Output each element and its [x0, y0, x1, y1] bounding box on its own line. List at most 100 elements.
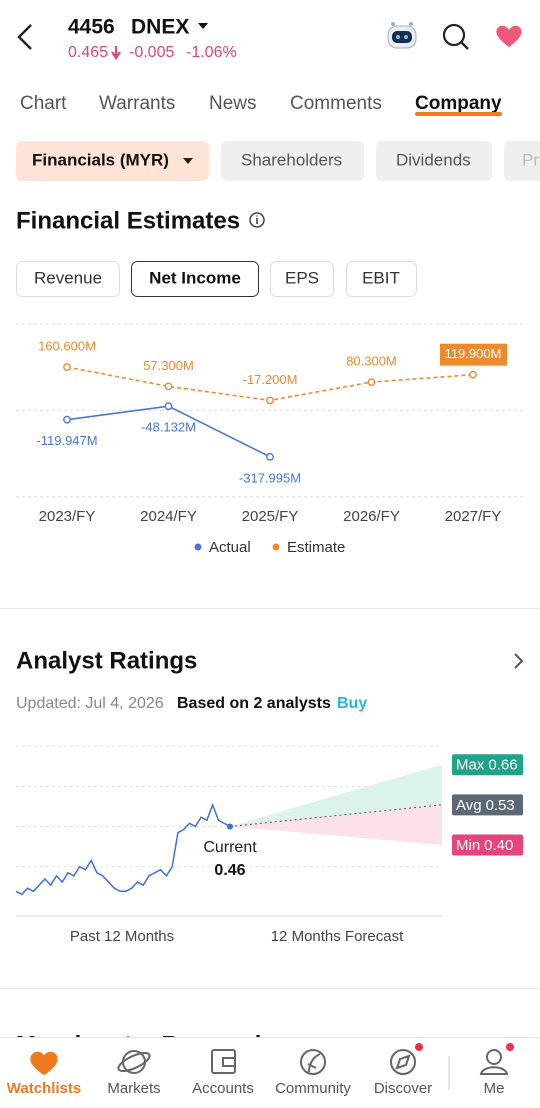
- tab[interactable]: Company: [415, 93, 502, 114]
- nav-icon[interactable]: [211, 1049, 236, 1074]
- target-name: Min: [456, 837, 480, 854]
- dropdown-icon[interactable]: [198, 23, 208, 29]
- nav-icon[interactable]: [116, 1049, 152, 1074]
- legend-label: Estimate: [287, 539, 345, 556]
- metric-pill[interactable]: [131, 261, 259, 297]
- info-icon[interactable]: [249, 212, 265, 228]
- tab[interactable]: Warrants: [99, 93, 175, 114]
- price: 0.465: [68, 44, 108, 61]
- data-label: 80.300M: [346, 354, 397, 369]
- data-label: 57.300M: [143, 358, 194, 373]
- metric-pill[interactable]: [346, 261, 417, 297]
- metric-pill[interactable]: [16, 261, 120, 297]
- section-title: Analyst Ratings: [16, 647, 197, 674]
- search-icon[interactable]: [442, 23, 469, 50]
- nav-badge: [415, 1043, 423, 1051]
- nav-label[interactable]: Markets: [107, 1080, 160, 1097]
- data-label: 160.600M: [38, 338, 96, 353]
- stock-name: DNEX: [131, 16, 189, 39]
- consensus: Buy: [337, 695, 367, 712]
- nav-icon[interactable]: [479, 1049, 509, 1075]
- section-pill[interactable]: [504, 141, 540, 181]
- divider: [0, 608, 540, 609]
- price-change-percent: -1.06%: [186, 44, 237, 61]
- divider: [0, 988, 540, 989]
- nav-icon[interactable]: [390, 1049, 416, 1075]
- x-tick-label: 2025/FY: [242, 508, 299, 525]
- data-label: -48.132M: [141, 420, 196, 435]
- section-pill[interactable]: [221, 141, 364, 181]
- data-label: -17.200M: [243, 372, 298, 387]
- favorite-button[interactable]: [496, 25, 522, 47]
- data-point: [266, 396, 274, 405]
- more-button[interactable]: [514, 653, 524, 669]
- x-tick-label: 2023/FY: [39, 508, 96, 525]
- x-tick-label: 2024/FY: [140, 508, 197, 525]
- data-point: [469, 370, 477, 379]
- target-name: Avg: [456, 797, 482, 814]
- target-label: Max 0.66: [456, 757, 518, 774]
- legend-marker: [194, 543, 202, 551]
- nav-labels: Watchlists Markets Accounts Community Discov…: [7, 1043, 514, 1097]
- target-label: Avg 0.53: [456, 797, 515, 814]
- back-button[interactable]: [17, 24, 32, 50]
- price-change: -0.005: [129, 44, 174, 61]
- x-label: 12 Months Forecast: [271, 928, 404, 945]
- current-label: Current: [203, 839, 257, 856]
- down-arrow: [111, 46, 121, 60]
- forecast-upper: [230, 764, 442, 827]
- metric-label: Revenue: [34, 268, 102, 287]
- tab[interactable]: Chart: [20, 93, 67, 114]
- legend-label: Actual: [209, 539, 251, 556]
- nav-label[interactable]: Discover: [374, 1080, 432, 1097]
- data-point: [367, 378, 376, 387]
- metric-label: EBIT: [362, 268, 400, 287]
- current-point: [227, 823, 233, 830]
- target-pill: [452, 834, 523, 856]
- target-pill: [452, 754, 523, 776]
- section-pill[interactable]: [16, 141, 209, 181]
- x-tick-label: 2027/FY: [445, 508, 502, 525]
- tab-indicator: [415, 112, 502, 116]
- target-value: 0.53: [486, 797, 515, 814]
- section-label: Shareholders: [241, 150, 342, 169]
- estimates-chart: 2023/FY 2024/FY 2025/FY 2026/FY 2027/FY -119.…: [16, 323, 524, 556]
- nav-badge: [506, 1043, 514, 1051]
- ratings-chart: Current 0.46 Max 0.66 Avg 0.53 Min 0.40 Past 12 …: [15, 745, 523, 945]
- section-pill[interactable]: [376, 141, 492, 181]
- section-label: Pr: [522, 150, 539, 169]
- nav-label[interactable]: Watchlists: [7, 1080, 81, 1097]
- nav-icon[interactable]: [30, 1051, 58, 1076]
- target-value: 0.66: [488, 757, 517, 774]
- section-label: Financials (MYR): [32, 150, 169, 169]
- nav-label[interactable]: Me: [484, 1080, 505, 1097]
- target-pill: [452, 794, 523, 816]
- metric-label: Net Income: [149, 268, 241, 287]
- section-title: Financial Estimates: [16, 207, 240, 234]
- tab[interactable]: Comments: [290, 93, 382, 114]
- symbol: 4456: [68, 16, 115, 39]
- tab[interactable]: News: [209, 93, 257, 114]
- metric-pill[interactable]: [270, 261, 334, 297]
- target-label: Min 0.40: [456, 837, 513, 854]
- nav-label[interactable]: Community: [275, 1080, 351, 1097]
- data-label: 119.900M: [445, 346, 502, 361]
- section-bar: Financials (MYR) Shareholders Dividends …: [16, 141, 540, 181]
- nav-label[interactable]: Accounts: [192, 1080, 254, 1097]
- tab-bar: Chart Warrants News Comments Company: [20, 93, 502, 116]
- nav-bar: [0, 1037, 540, 1108]
- updated-date: Updated: Jul 4, 2026: [16, 695, 164, 712]
- metric-bar: Revenue Net Income EPS EBIT: [16, 261, 417, 297]
- assistant-icon[interactable]: [387, 22, 417, 49]
- nav-icon[interactable]: [300, 1049, 326, 1075]
- data-point: [164, 382, 173, 391]
- forecast-lower: [230, 804, 442, 845]
- data-point: [164, 402, 173, 411]
- highlight-label-bg: [440, 343, 507, 366]
- data-label: -119.947M: [36, 433, 97, 448]
- data-point: [63, 415, 71, 424]
- legend-marker: [272, 543, 280, 551]
- x-tick-label: 2026/FY: [343, 508, 400, 525]
